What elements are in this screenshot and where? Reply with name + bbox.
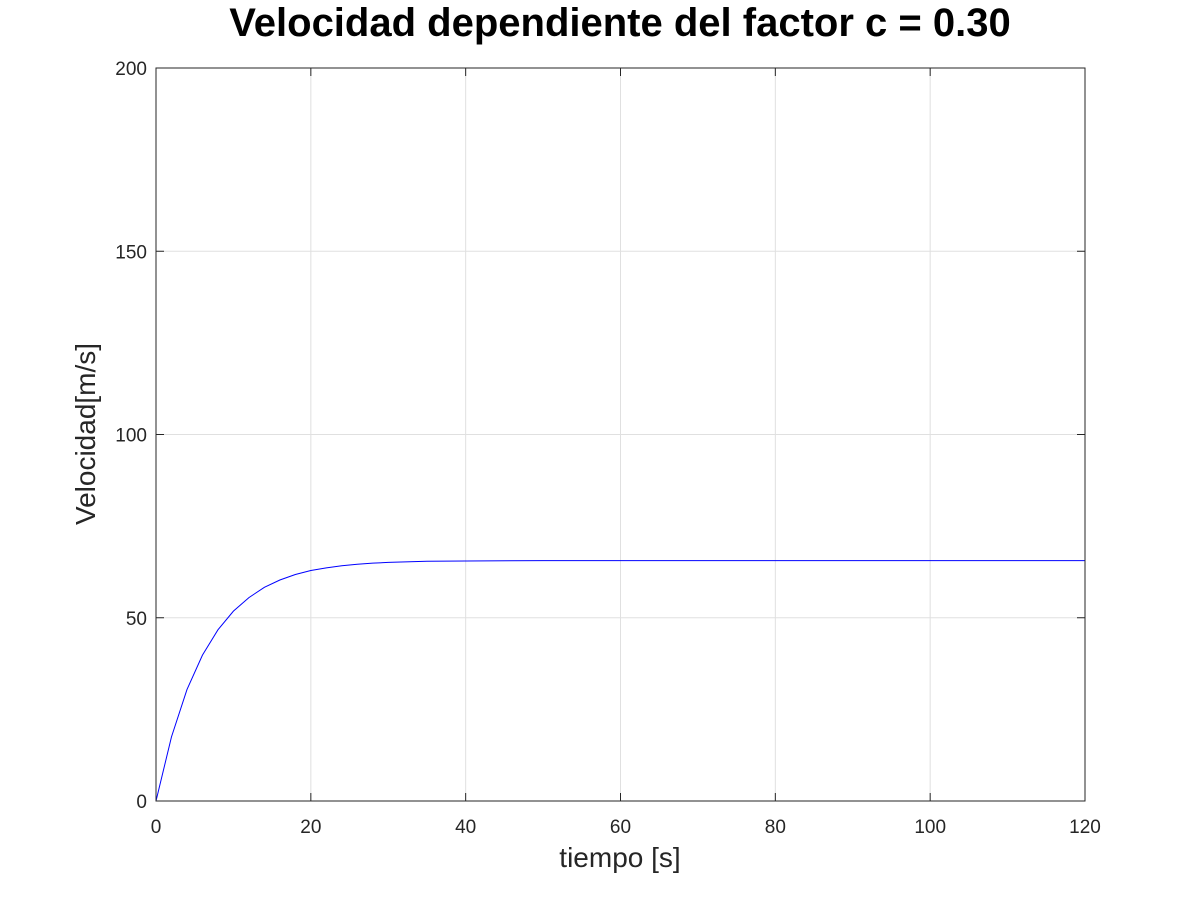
x-axis-label: tiempo [s] — [559, 842, 680, 873]
y-tick-label: 0 — [136, 792, 147, 813]
x-tick-label: 60 — [610, 817, 631, 838]
y-tick-label: 150 — [115, 242, 147, 263]
ticks — [155, 67, 1086, 802]
y-tick-label: 100 — [115, 426, 147, 447]
x-tick-label: 120 — [1069, 817, 1101, 838]
chart-title: Velocidad dependiente del factor c = 0.3… — [229, 1, 1010, 45]
x-tick-label: 0 — [151, 817, 162, 838]
x-tick-label: 100 — [914, 817, 946, 838]
x-tick-label: 20 — [300, 817, 321, 838]
y-tick-label: 200 — [115, 59, 147, 80]
series-group — [155, 560, 1085, 802]
tick-labels: 0 20 40 60 80 100 120 0 50 100 150 200 — [115, 59, 1101, 838]
y-axis-label: Velocidad[m/s] — [70, 343, 101, 525]
x-tick-label: 80 — [765, 817, 786, 838]
y-tick-label: 50 — [126, 609, 147, 630]
x-tick-label: 40 — [455, 817, 476, 838]
series-line — [155, 560, 1085, 802]
